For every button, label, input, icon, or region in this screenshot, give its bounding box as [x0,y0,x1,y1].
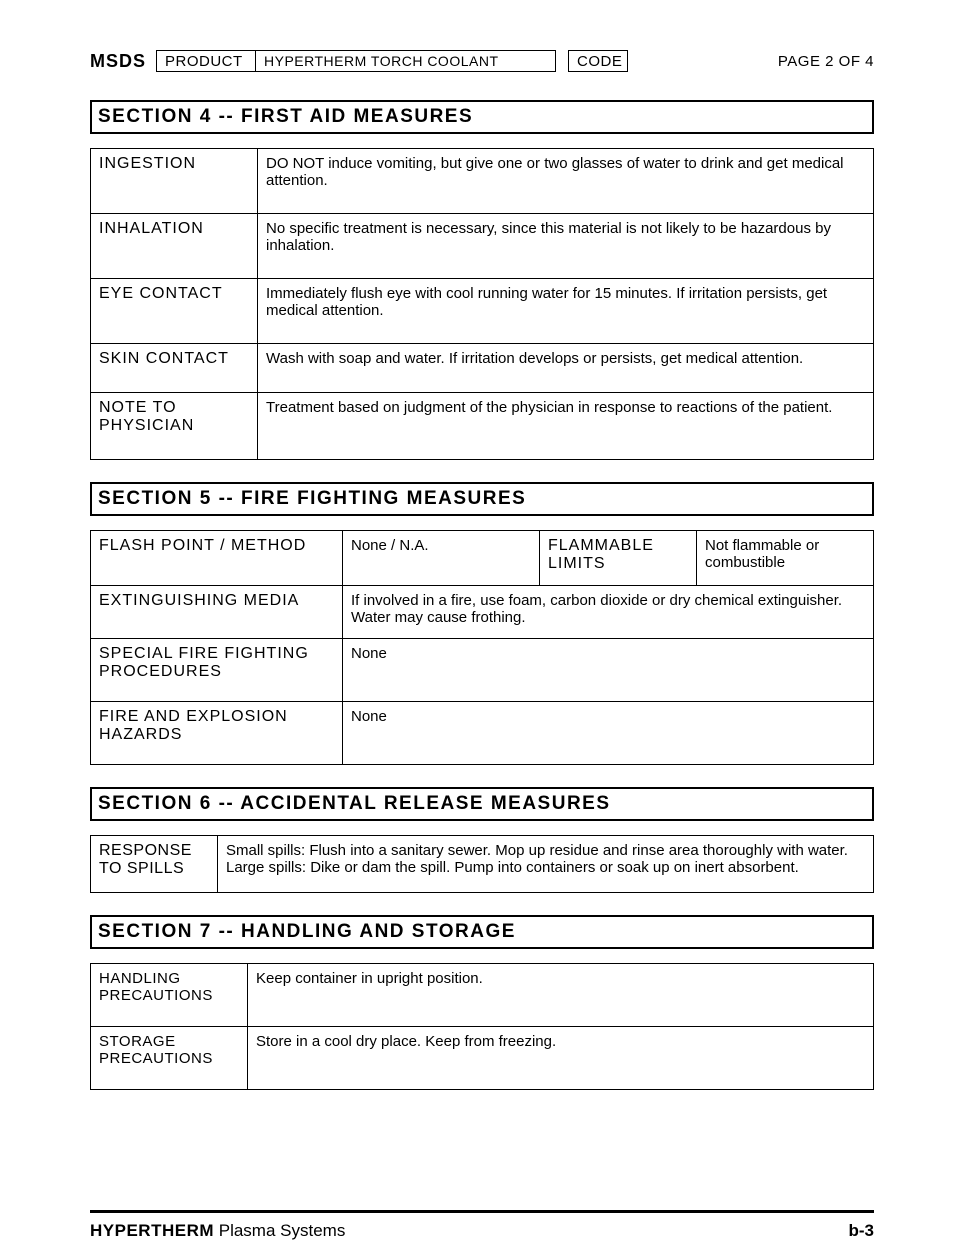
code-value [628,50,708,72]
s4-inhalation-label: INHALATION [91,214,258,279]
s5-special-label: SPECIAL FIRE FIGHTING PROCEDURES [91,639,343,702]
section-7-table: HANDLING PRECAUTIONS Keep container in u… [90,963,874,1090]
table-row: FLASH POINT / METHOD None / N.A. FLAMMAB… [91,531,874,586]
table-row: INGESTION DO NOT induce vomiting, but gi… [91,149,874,214]
s4-ingestion-value: DO NOT induce vomiting, but give one or … [258,149,874,214]
s7-storage-label: STORAGE PRECAUTIONS [91,1027,248,1090]
s4-skin-value: Wash with soap and water. If irritation … [258,344,874,393]
table-row: FIRE AND EXPLOSION HAZARDS None [91,702,874,765]
section-4-title: SECTION 4 -- FIRST AID MEASURES [90,100,874,134]
footer-brand-bold: HYPERTHERM [90,1221,214,1240]
section-6-table: RESPONSE TO SPILLS Small spills: Flush i… [90,835,874,893]
table-row: SKIN CONTACT Wash with soap and water. I… [91,344,874,393]
table-row: EYE CONTACT Immediately flush eye with c… [91,279,874,344]
s7-handling-value: Keep container in upright position. [248,964,874,1027]
s5-special-value: None [343,639,874,702]
s4-skin-label: SKIN CONTACT [91,344,258,393]
footer-page-number: b-3 [849,1221,875,1241]
table-row: INHALATION No specific treatment is nece… [91,214,874,279]
footer-row: HYPERTHERM Plasma Systems b-3 [90,1213,874,1241]
s5-hazards-value: None [343,702,874,765]
s6-response-value: Small spills: Flush into a sanitary sewe… [218,836,874,893]
page-indicator: PAGE 2 OF 4 [778,53,874,70]
table-row: STORAGE PRECAUTIONS Store in a cool dry … [91,1027,874,1090]
s6-response-label: RESPONSE TO SPILLS [91,836,218,893]
s4-physician-label: NOTE TO PHYSICIAN [91,393,258,460]
msds-page: MSDS PRODUCT HYPERTHERM TORCH COOLANT CO… [0,0,954,1235]
section-5-title: SECTION 5 -- FIRE FIGHTING MEASURES [90,482,874,516]
table-row: SPECIAL FIRE FIGHTING PROCEDURES None [91,639,874,702]
product-value: HYPERTHERM TORCH COOLANT [256,50,556,72]
code-label: CODE [568,50,628,72]
section-5-table: FLASH POINT / METHOD None / N.A. FLAMMAB… [90,530,874,765]
section-6-title: SECTION 6 -- ACCIDENTAL RELEASE MEASURES [90,787,874,821]
product-label: PRODUCT [156,50,256,72]
section-4-table: INGESTION DO NOT induce vomiting, but gi… [90,148,874,460]
footer-brand: HYPERTHERM Plasma Systems [90,1221,345,1241]
s5-exting-label: EXTINGUISHING MEDIA [91,586,343,639]
s5-exting-value: If involved in a fire, use foam, carbon … [343,586,874,639]
s5-flammable-label: FLAMMABLE LIMITS [540,531,697,586]
s5-flammable-value: Not flammable or combustible [697,531,874,586]
s4-physician-value: Treatment based on judgment of the physi… [258,393,874,460]
section-7-title: SECTION 7 -- HANDLING AND STORAGE [90,915,874,949]
s4-eye-label: EYE CONTACT [91,279,258,344]
s7-storage-value: Store in a cool dry place. Keep from fre… [248,1027,874,1090]
s5-flashpoint-value: None / N.A. [343,531,540,586]
s4-inhalation-value: No specific treatment is necessary, sinc… [258,214,874,279]
s5-flashpoint-label: FLASH POINT / METHOD [91,531,343,586]
table-row: NOTE TO PHYSICIAN Treatment based on jud… [91,393,874,460]
s4-ingestion-label: INGESTION [91,149,258,214]
footer-brand-rest: Plasma Systems [214,1221,345,1240]
header-row: MSDS PRODUCT HYPERTHERM TORCH COOLANT CO… [90,50,874,72]
s4-eye-value: Immediately flush eye with cool running … [258,279,874,344]
s5-hazards-label: FIRE AND EXPLOSION HAZARDS [91,702,343,765]
table-row: HANDLING PRECAUTIONS Keep container in u… [91,964,874,1027]
table-row: EXTINGUISHING MEDIA If involved in a fir… [91,586,874,639]
s7-handling-label: HANDLING PRECAUTIONS [91,964,248,1027]
msds-label: MSDS [90,51,146,72]
table-row: RESPONSE TO SPILLS Small spills: Flush i… [91,836,874,893]
